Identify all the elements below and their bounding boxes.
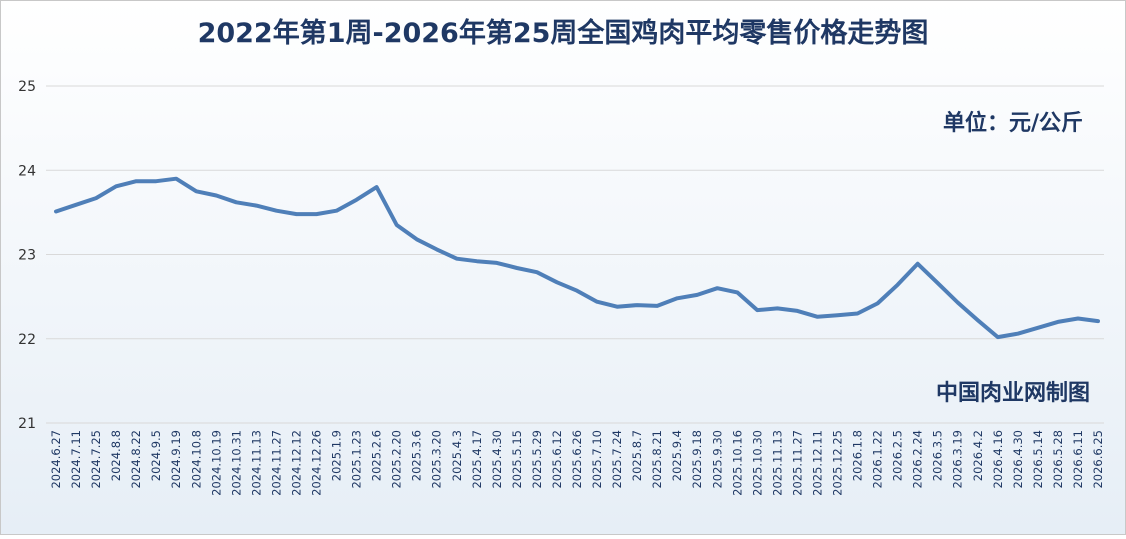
x-tick-label: 2025.5.15 <box>510 430 524 489</box>
x-tick-label: 2025.10.30 <box>750 430 764 496</box>
x-tick-label: 2024.10.8 <box>189 430 203 489</box>
x-tick-label: 2026.4.16 <box>991 430 1005 489</box>
x-tick-label: 2026.3.19 <box>951 430 965 489</box>
x-tick-label: 2025.9.18 <box>690 430 704 489</box>
x-tick-label: 2026.5.28 <box>1051 430 1065 489</box>
x-tick-label: 2025.12.11 <box>810 430 824 496</box>
y-tick-label: 25 <box>18 79 36 95</box>
x-tick-label: 2026.2.24 <box>911 430 925 489</box>
x-tick-label: 2025.8.21 <box>650 430 664 489</box>
x-tick-label: 2025.6.12 <box>550 430 564 489</box>
x-tick-label: 2024.8.8 <box>109 430 123 481</box>
x-tick-label: 2024.8.22 <box>129 430 143 489</box>
x-tick-label: 2026.5.14 <box>1031 430 1045 489</box>
x-tick-label: 2026.3.5 <box>931 430 945 481</box>
y-tick-label: 21 <box>18 416 36 432</box>
x-tick-label: 2025.6.26 <box>570 430 584 489</box>
x-tick-label: 2024.10.31 <box>229 430 243 496</box>
x-tick-label: 2025.5.29 <box>530 430 544 489</box>
x-tick-label: 2026.1.8 <box>851 430 865 481</box>
x-tick-label: 2025.10.16 <box>730 430 744 496</box>
chart-title: 2022年第1周-2026年第25周全国鸡肉平均零售价格走势图 <box>198 17 929 49</box>
x-tick-label: 2024.12.12 <box>289 430 303 496</box>
x-tick-label: 2025.4.3 <box>450 430 464 481</box>
x-tick-label: 2025.3.20 <box>430 430 444 489</box>
x-tick-label: 2025.9.4 <box>670 430 684 481</box>
x-tick-label: 2025.9.30 <box>710 430 724 489</box>
unit-label: 单位：元/公斤 <box>943 110 1083 136</box>
x-tick-label: 2025.4.30 <box>490 430 504 489</box>
line <box>54 176 1100 340</box>
x-tick-label: 2025.4.17 <box>470 430 484 489</box>
x-tick-label: 2026.2.5 <box>891 430 905 481</box>
x-tick-label: 2026.1.22 <box>871 430 885 489</box>
x-tick-label: 2025.2.6 <box>370 430 384 481</box>
x-tick-label: 2024.11.27 <box>269 430 283 496</box>
x-tick-label: 2025.11.13 <box>770 430 784 496</box>
x-tick-label: 2024.6.27 <box>49 430 63 489</box>
x-tick-label: 2026.6.11 <box>1071 430 1085 489</box>
y-tick-label: 22 <box>18 332 36 348</box>
x-tick-label: 2024.7.25 <box>89 430 103 489</box>
source-label: 中国肉业网制图 <box>936 381 1090 406</box>
x-tick-label: 2025.7.10 <box>590 430 604 489</box>
x-tick-label: 2025.1.9 <box>330 430 344 481</box>
x-tick-label: 2026.6.25 <box>1091 430 1105 489</box>
x-tick-label: 2024.12.26 <box>310 430 324 496</box>
x-tick-label: 2025.11.27 <box>790 430 804 496</box>
y-tick-label: 23 <box>18 248 36 264</box>
x-tick-label: 2025.1.23 <box>350 430 364 489</box>
x-tick-label: 2026.4.2 <box>971 430 985 481</box>
x-tick-label: 2025.8.7 <box>630 430 644 481</box>
x-tick-label: 2024.11.13 <box>249 430 263 496</box>
x-tick-label: 2025.7.24 <box>610 430 624 489</box>
x-tick-label: 2025.12.25 <box>831 430 845 496</box>
x-tick-label: 2024.7.11 <box>69 430 83 489</box>
x-tick-label: 2024.9.5 <box>149 430 163 481</box>
x-tick-label: 2025.3.6 <box>410 430 424 481</box>
y-tick-label: 24 <box>18 163 36 179</box>
x-tick-label: 2024.10.19 <box>209 430 223 496</box>
x-tick-label: 2026.4.30 <box>1011 430 1025 489</box>
x-tick-label: 2025.2.20 <box>390 430 404 489</box>
x-tick-label: 2024.9.19 <box>169 430 183 489</box>
